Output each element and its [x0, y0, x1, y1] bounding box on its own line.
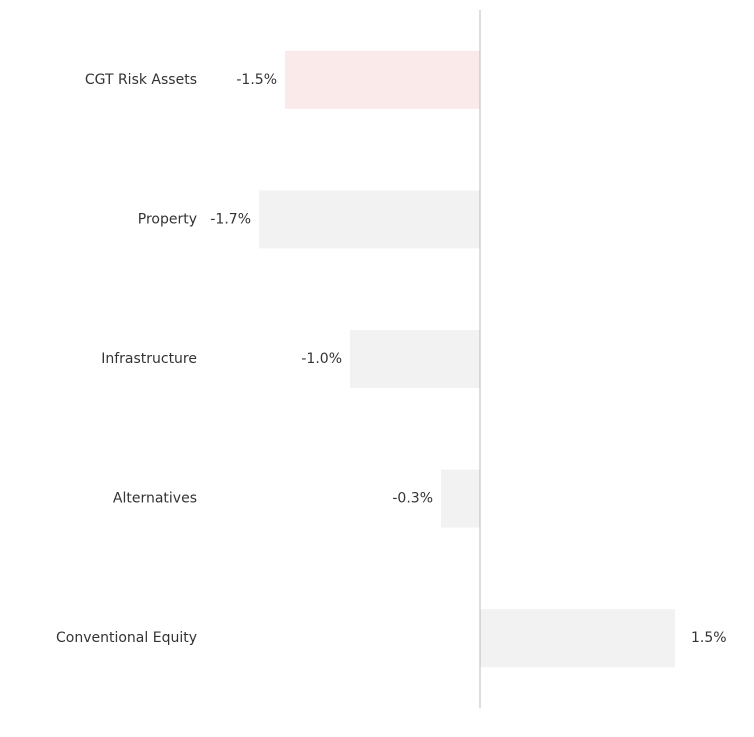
value-label: -1.0%	[301, 351, 342, 367]
bar	[285, 50, 480, 109]
value-label: 1.5%	[691, 630, 727, 646]
value-label: -1.5%	[236, 72, 277, 88]
category-label: Conventional Equity	[56, 630, 197, 646]
bar	[259, 190, 480, 249]
value-label: -0.3%	[392, 491, 433, 507]
bar	[480, 609, 675, 668]
category-label: Property	[138, 211, 197, 227]
category-label: CGT Risk Assets	[85, 72, 197, 88]
category-label: Alternatives	[113, 491, 197, 507]
value-label: -1.7%	[210, 211, 251, 227]
category-label: Infrastructure	[101, 351, 197, 367]
bar	[350, 330, 480, 388]
bar	[441, 469, 480, 528]
